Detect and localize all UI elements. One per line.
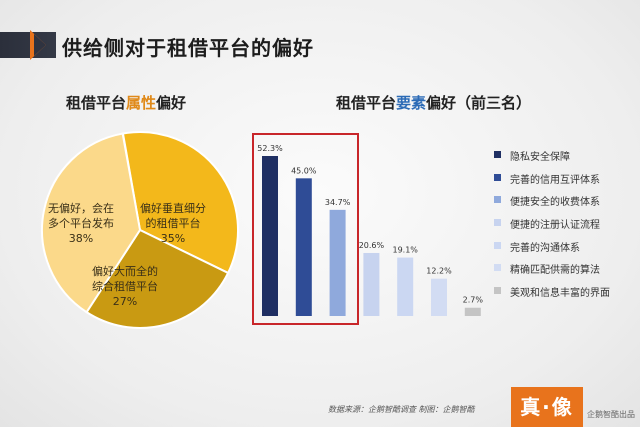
bar-chart-title: 租借平台要素偏好（前三名）: [336, 92, 531, 113]
brand-logo: 真·像 企鹅智酷出品: [511, 387, 640, 427]
legend-label-6: 美观和信息丰富的界面: [510, 288, 610, 300]
bar-value-label-6: 2.7%: [463, 296, 484, 305]
pie-slice-0: [41, 132, 142, 314]
bar-value-label-5: 12.2%: [426, 267, 452, 276]
bar-4: [397, 257, 414, 316]
top-three-highlight-box: [252, 133, 359, 325]
legend-swatch-6: [494, 287, 501, 295]
legend-label-3: 便捷的注册认证流程: [510, 220, 600, 232]
pie-title-post: 偏好: [156, 94, 187, 112]
bar-title-pre: 租借平台: [336, 94, 397, 112]
pie-title-highlight: 属性: [126, 94, 157, 112]
legend-label-2: 便捷安全的收费体系: [510, 197, 600, 209]
pie-label-0-line2: 多个平台发布: [48, 217, 114, 230]
legend-swatch-2: [494, 196, 501, 204]
legend-swatch-5: [494, 264, 501, 272]
legend-swatch-1: [494, 173, 501, 181]
pie-label-2: 偏好大而全的 综合租借平台 27%: [92, 264, 158, 309]
legend-label-1: 完善的信用互评体系: [510, 174, 600, 186]
bar-2: [329, 209, 346, 316]
legend-label-5: 精确匹配供需的算法: [510, 265, 600, 277]
chevron-inner-shape: [34, 34, 46, 56]
pie-chart-title: 租借平台属性偏好: [66, 92, 186, 113]
bar-title-post: 偏好（前三名）: [426, 94, 532, 112]
pie-slice-2: [84, 228, 230, 329]
pie-label-1-line1: 偏好垂直细分: [140, 202, 206, 215]
page-title: 供给侧对于租借平台的偏好: [62, 36, 314, 60]
pie-label-0: 无偏好，会在 多个平台发布 38%: [48, 201, 114, 246]
legend-swatch-4: [494, 241, 501, 249]
logo-mark: 真·像: [511, 387, 583, 427]
pie-label-1-line2: 的租借平台: [145, 217, 201, 230]
source-note: 数据来源：企鹅智酷调查 制图：企鹅智酷: [328, 405, 475, 414]
brand-name: 企鹅智酷出品: [587, 410, 635, 419]
pie-label-1: 偏好垂直细分 的租借平台 35%: [140, 201, 206, 246]
header: 供给侧对于租借平台的偏好: [0, 24, 640, 64]
bar-0: [262, 156, 278, 316]
bar-value-label-1: 45.0%: [291, 166, 317, 175]
pie-title-pre: 租借平台: [66, 94, 127, 112]
legend-label-0: 隐私安全保障: [510, 152, 570, 163]
pie-label-2-line1: 偏好大而全的: [92, 265, 158, 278]
legend-swatch-3: [494, 219, 501, 227]
bar-value-label-2: 34.7%: [325, 198, 351, 207]
bar-6: [464, 307, 481, 316]
bar-title-highlight: 要素: [396, 94, 427, 112]
pie-label-2-line2: 综合租借平台: [92, 280, 158, 293]
bar-value-label-0: 52.3%: [257, 144, 283, 153]
pie-label-0-pct: 38%: [68, 232, 94, 245]
bar-1: [295, 178, 312, 316]
legend-swatch-0: [494, 151, 501, 158]
pie-label-1-pct: 35%: [160, 232, 186, 245]
pie-label-2-pct: 27%: [112, 295, 138, 308]
bar-3: [363, 252, 380, 316]
pie-chart: [41, 131, 239, 329]
bar-value-label-4: 19.1%: [392, 246, 418, 255]
header-accent-bar: [0, 32, 56, 58]
bar-value-label-3: 20.6%: [359, 241, 385, 250]
pie-label-0-line1: 无偏好，会在: [48, 202, 114, 215]
legend-label-4: 完善的沟通体系: [510, 242, 580, 254]
pie-slice-1: [121, 131, 239, 275]
bar-5: [431, 278, 447, 316]
